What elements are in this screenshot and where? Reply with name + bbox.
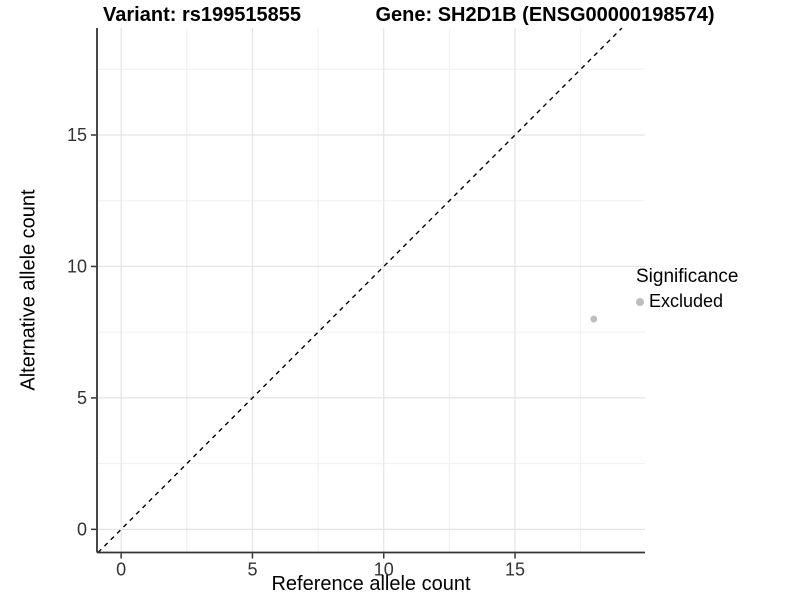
legend-point-icon — [636, 297, 644, 306]
y-axis-title: Alternative allele count — [17, 189, 40, 391]
legend-item-excluded: Excluded — [636, 291, 738, 312]
x-tick-label: 0 — [116, 560, 126, 580]
y-tick-label: 0 — [77, 519, 87, 539]
gene-title: Gene: SH2D1B (ENSG00000198574) — [375, 4, 715, 26]
y-tick-label: 10 — [67, 256, 87, 276]
x-tick-label: 10 — [374, 560, 394, 580]
legend-title: Significance — [636, 266, 739, 287]
x-tick-label: 5 — [247, 560, 257, 580]
x-tick-label: 15 — [505, 560, 525, 580]
variant-title: Variant: rs199515855 — [103, 4, 301, 26]
y-tick-label: 15 — [67, 125, 87, 145]
legend: Significance Excluded — [636, 266, 738, 312]
data-point — [590, 315, 598, 323]
identity-dashed-line — [97, 27, 623, 553]
legend-item-label: Excluded — [649, 291, 724, 311]
x-axis-title: Reference allele count — [271, 573, 471, 595]
y-tick-label: 5 — [77, 388, 87, 408]
